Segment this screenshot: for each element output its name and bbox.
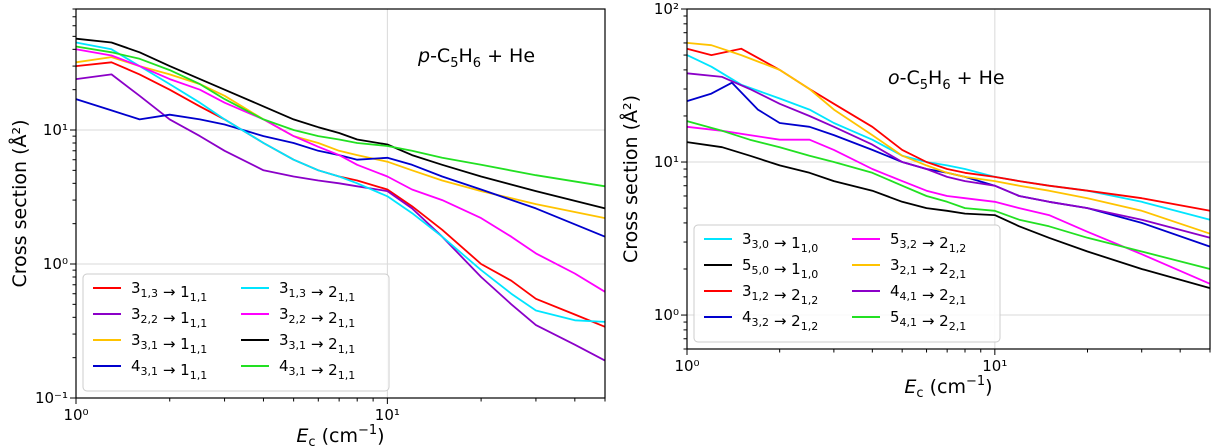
legend-label: 33,1 → 21,1: [279, 331, 355, 356]
legend-label: 43,1 → 11,1: [131, 357, 207, 382]
legend-label: 31,2 → 21,2: [742, 282, 818, 307]
series-line: [75, 41, 606, 323]
legend-label: 31,3 → 21,1: [279, 279, 355, 304]
legend-label: 33,0 → 11,0: [742, 230, 818, 255]
x-tick-label: 10¹: [982, 357, 1007, 375]
series-line: [686, 120, 1211, 270]
y-tick-label: 10⁻¹: [35, 389, 68, 407]
series-line: [686, 72, 1211, 239]
plot-frame: [75, 8, 606, 399]
system-annotation: p-C5H6 + He: [417, 45, 535, 71]
x-axis-label: Ec (cm−1): [904, 374, 992, 401]
y-tick-label: 10¹: [654, 153, 679, 171]
legend-label: 32,2 → 11,1: [131, 305, 207, 330]
series-line: [686, 125, 1211, 285]
x-tick-label: 10⁰: [63, 406, 88, 424]
series-line: [686, 141, 1211, 289]
series-line: [686, 47, 1211, 212]
series-line: [75, 45, 606, 188]
series-line: [75, 73, 606, 362]
legend-label: 33,1 → 11,1: [131, 331, 207, 356]
series-line: [75, 56, 606, 219]
legend-label: 44,1 → 22,1: [890, 282, 966, 307]
legend-label: 55,0 → 11,0: [742, 256, 818, 281]
legend-label: 43,1 → 21,1: [279, 357, 355, 382]
legend-label: 32,2 → 21,1: [279, 305, 355, 330]
legend-label: 43,2 → 21,2: [742, 308, 818, 333]
system-annotation: o-C5H6 + He: [888, 67, 1005, 93]
series-line: [75, 48, 606, 293]
chart-panel: 10⁰ 10¹ 10⁰ 10¹ 10² Ec (cm−1) Cross section (Å…: [619, 0, 1211, 401]
series-line: [75, 37, 606, 210]
legend-box: [82, 273, 390, 392]
legend-label: 53,2 → 21,2: [890, 230, 966, 255]
y-axis-label: Cross section (Å²): [619, 95, 642, 263]
x-axis-label: Ec (cm−1): [296, 423, 384, 448]
y-tick-label: 10²: [654, 0, 679, 18]
legend-label: 31,3 → 11,1: [131, 279, 207, 304]
y-tick-label: 10⁰: [43, 255, 68, 273]
y-axis-label: Cross section (Å²): [8, 119, 31, 287]
series-line: [686, 81, 1211, 248]
series-line: [75, 98, 606, 238]
legend-box: [693, 224, 1001, 343]
x-tick-label: 10⁰: [674, 357, 699, 375]
legend-label: 54,1 → 22,1: [890, 308, 966, 333]
y-tick-label: 10⁰: [654, 306, 679, 324]
plot-frame: [686, 8, 1211, 350]
x-tick-label: 10¹: [375, 406, 400, 424]
y-tick-label: 10¹: [43, 121, 68, 139]
series-line: [686, 42, 1211, 235]
legend-label: 32,1 → 22,1: [890, 256, 966, 281]
